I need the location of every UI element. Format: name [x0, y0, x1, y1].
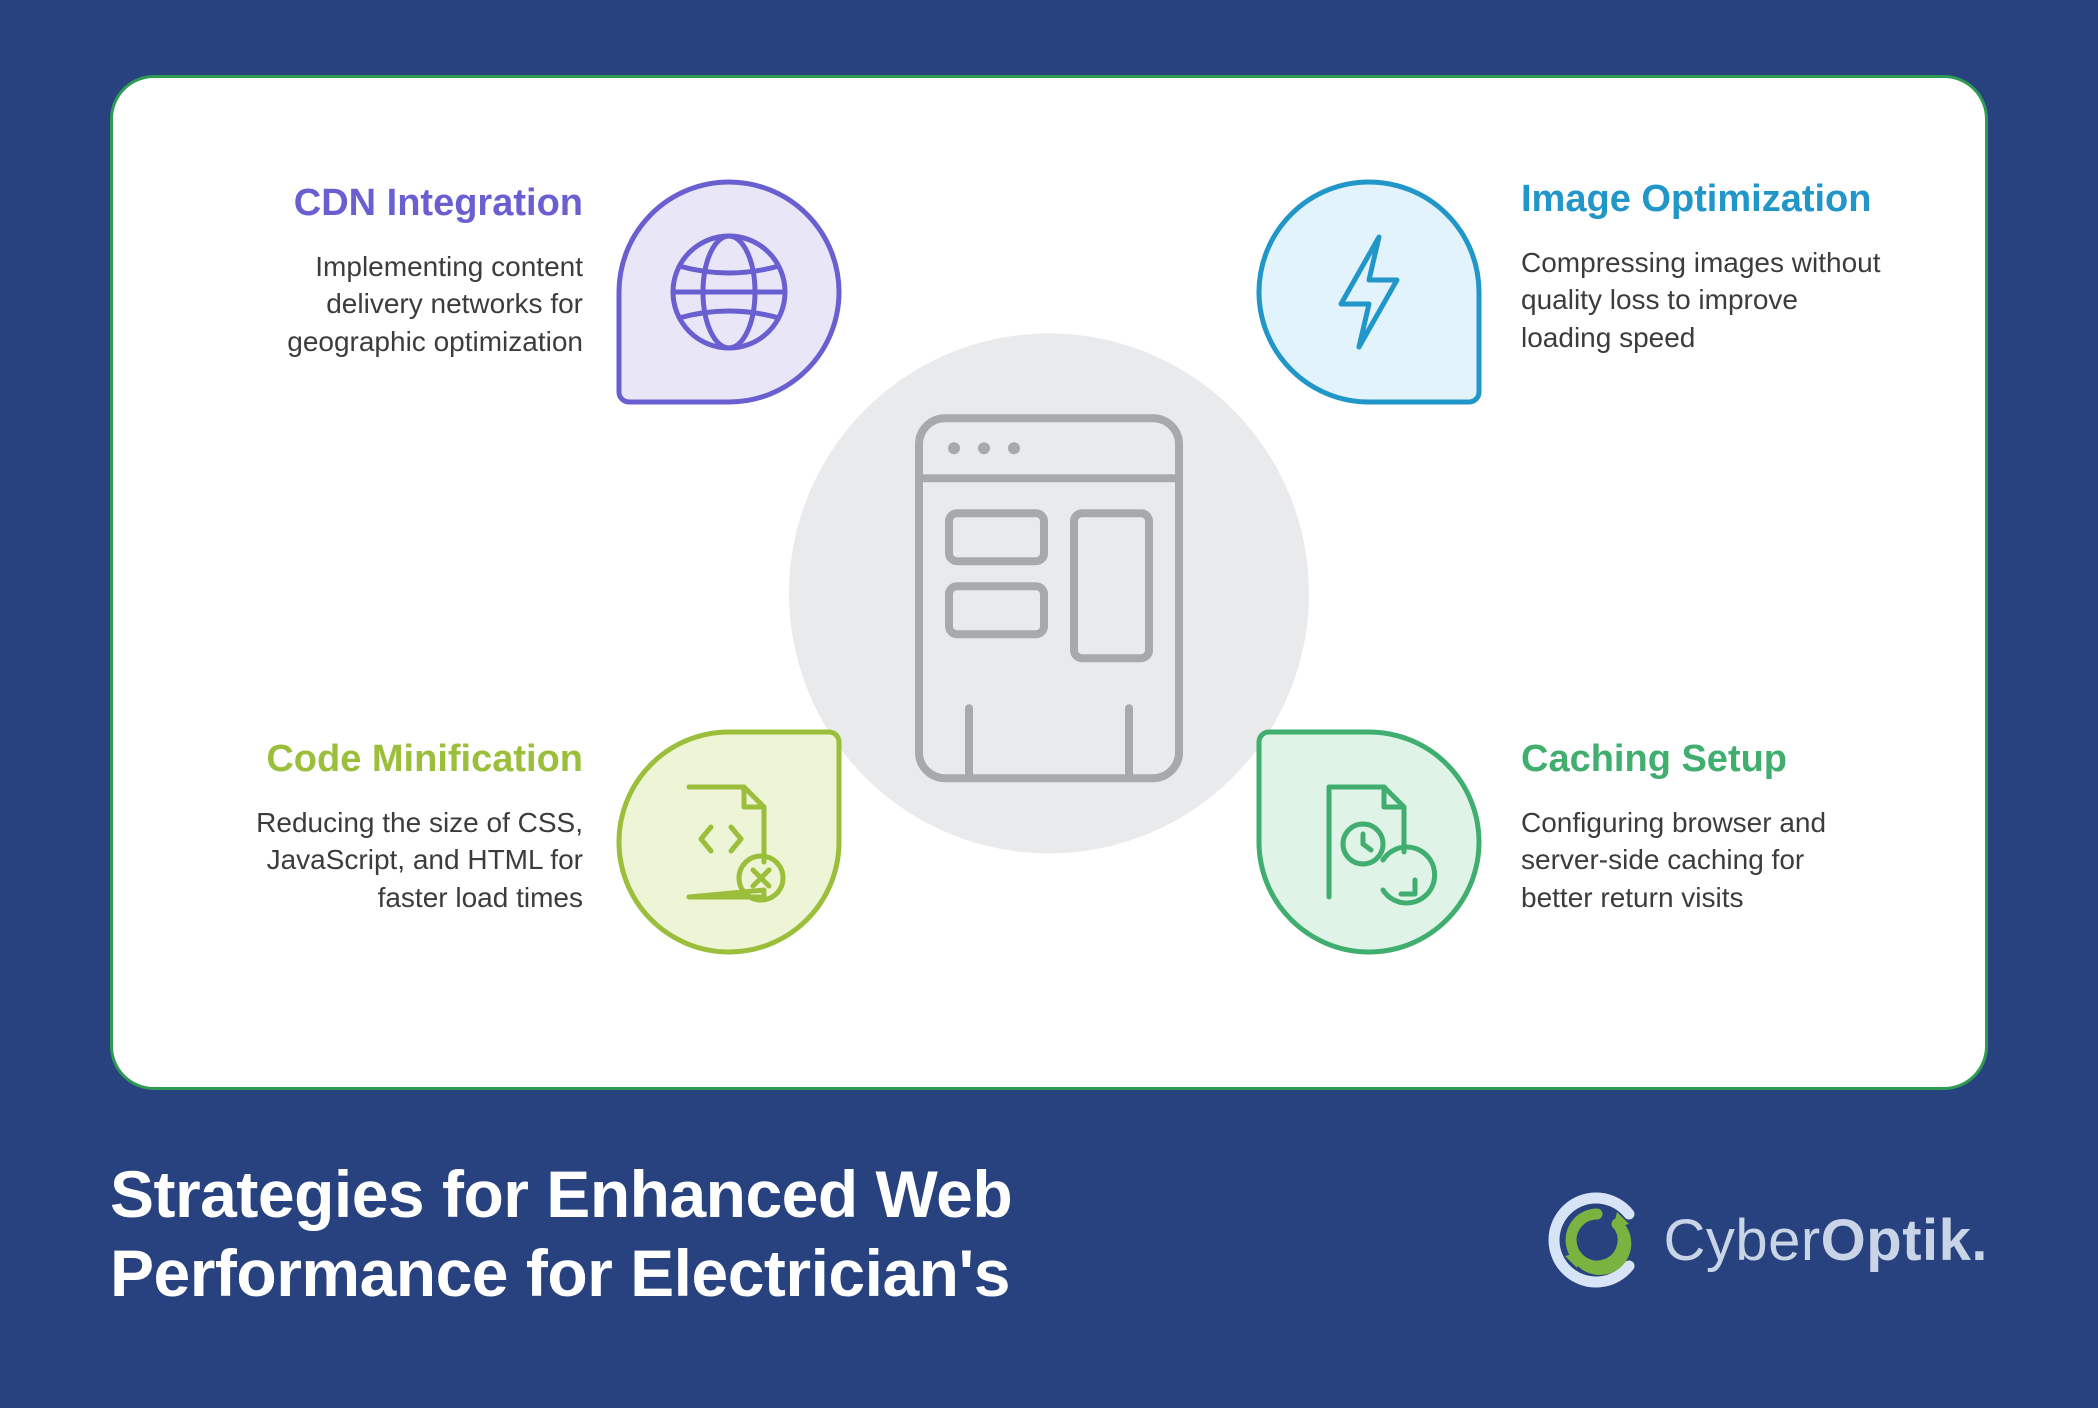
text-code: Code Minification Reducing the size of C… — [223, 738, 583, 917]
pod-shape — [1251, 174, 1487, 410]
pod-desc: Compressing images without quality loss … — [1521, 244, 1881, 357]
brand-name-light: Cyber — [1663, 1208, 1820, 1273]
pod-image — [1251, 174, 1487, 410]
pod-shape — [611, 174, 847, 410]
pod-title: Caching Setup — [1521, 738, 1881, 782]
pod-cache — [1251, 724, 1487, 960]
brand-logo-mark — [1547, 1190, 1647, 1290]
page-title: Strategies for Enhanced Web Performance … — [110, 1155, 1310, 1313]
pod-code — [611, 724, 847, 960]
pod-title: Code Minification — [223, 738, 583, 782]
brand-name-bold: Optik. — [1821, 1208, 1988, 1273]
text-cdn: CDN Integration Implementing content del… — [223, 182, 583, 361]
text-cache: Caching Setup Configuring browser and se… — [1521, 738, 1881, 917]
content-card: CDN Integration Implementing content del… — [110, 75, 1988, 1090]
pod-desc: Implementing content delivery networks f… — [223, 248, 583, 361]
pod-desc: Reducing the size of CSS, JavaScript, an… — [223, 804, 583, 917]
pod-cdn — [611, 174, 847, 410]
pod-shape — [611, 724, 847, 960]
pod-desc: Configuring browser and server-side cach… — [1521, 804, 1881, 917]
brand-logo: CyberOptik. — [1547, 1190, 1988, 1290]
pod-shape — [1251, 724, 1487, 960]
pod-title: CDN Integration — [223, 182, 583, 226]
pod-title: Image Optimization — [1521, 178, 1881, 222]
text-image: Image Optimization Compressing images wi… — [1521, 178, 1881, 357]
brand-name: CyberOptik. — [1663, 1207, 1988, 1274]
browser-wireframe-icon — [909, 408, 1189, 788]
